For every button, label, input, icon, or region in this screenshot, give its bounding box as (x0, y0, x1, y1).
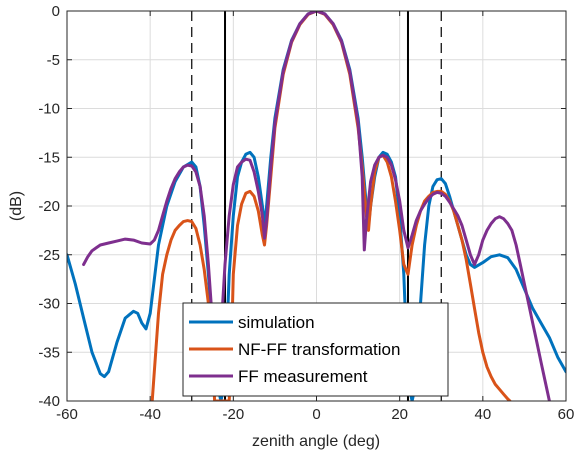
y-tick-label: -30 (38, 296, 60, 313)
x-tick-label: -20 (222, 406, 244, 423)
y-tick-label: -40 (38, 393, 60, 410)
x-tick-label: 20 (391, 406, 408, 423)
legend: simulation NF-FF transformation FF measure… (182, 302, 449, 397)
series-line-ff-measurement (82, 11, 551, 401)
y-tick-label: -15 (38, 149, 60, 166)
y-tick-label: 0 (52, 3, 60, 20)
x-tick-label: -40 (139, 406, 161, 423)
legend-label: simulation (238, 313, 315, 332)
series-group (67, 11, 566, 401)
legend-label: FF measurement (238, 367, 368, 386)
y-tick-label: -5 (47, 52, 60, 69)
x-tick-label: -60 (56, 406, 78, 423)
y-axis-ticks: 0 -5 -10 -15 -20 -25 -30 -35 -40 (38, 3, 566, 410)
x-axis-label: zenith angle (deg) (252, 433, 380, 450)
x-tick-label: 40 (474, 406, 491, 423)
x-tick-label: 60 (558, 406, 575, 423)
legend-label: NF-FF transformation (238, 340, 400, 359)
x-axis-ticks: -60 -40 -20 0 20 40 60 (56, 11, 574, 423)
x-tick-label: 0 (312, 406, 320, 423)
y-tick-label: -10 (38, 101, 60, 118)
y-axis-label: (dB) (8, 191, 25, 221)
y-tick-label: -35 (38, 344, 60, 361)
y-tick-label: -20 (38, 198, 60, 215)
y-tick-label: -25 (38, 247, 60, 264)
